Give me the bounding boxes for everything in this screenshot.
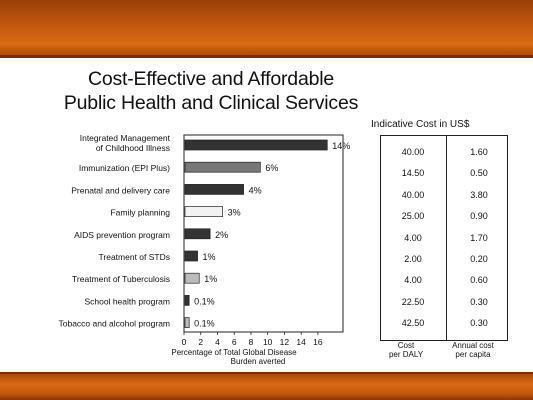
bar-5 [184,228,211,240]
data-label-9: 0.1% [194,319,215,329]
annual-cost-cell-3: 3.80 [470,189,488,200]
plot-frame [183,134,344,333]
title-line-1: Cost-Effective and Affordable [87,68,335,90]
category-label-9: Tobacco and alcohol program [58,319,170,329]
cost-per-daly-cell-7: 4.00 [404,275,422,286]
data-label-3: 4% [249,185,262,195]
cost-table-divider [446,135,447,341]
cost-per-daly-label: Cost per DALY [376,341,436,359]
bottom-banner [0,374,533,400]
data-label-7: 1% [204,274,217,284]
cost-per-daly-cell-1: 40.00 [401,147,425,157]
bottom-banner-stripe [0,372,533,374]
x-tick-label-9: 16 [313,337,323,347]
x-tick-label-5: 8 [249,337,254,347]
annual-cost-cell-7: 0.60 [470,275,488,286]
category-label-1-line-1: Integrated Management [80,133,171,143]
bar-2 [184,161,261,173]
annual-cost-label-line-2: per capita [455,350,491,359]
bar-3 [184,184,244,195]
annual-cost-cell-9: 0.30 [470,318,488,329]
top-banner [0,0,533,55]
category-label-1-line-2: of Childhood Illness [96,143,170,153]
data-label-1: 14% [332,141,350,151]
category-label-7: Treatment of Tuberculosis [72,274,170,284]
annual-cost-cell-2: 0.50 [470,168,488,179]
cost-per-daly-cell-6: 2.00 [404,254,422,264]
cost-per-daly-cell-5: 4.00 [404,232,422,243]
annual-cost-cell-8: 0.30 [470,296,488,307]
data-label-4: 3% [228,208,241,218]
x-tick-label-4: 6 [232,337,237,347]
category-label-6: Treatment of STDs [99,252,170,262]
data-label-2: 6% [265,163,278,173]
data-label-5: 2% [215,230,228,240]
category-label-5: AIDS prevention program [74,230,170,240]
cost-table-header: Indicative Cost in US$ [371,119,470,130]
bar-8 [184,295,190,306]
annual-cost-label-line-1: Annual cost [452,341,494,350]
x-tick-label-6: 10 [263,337,273,347]
annual-cost-cell-6: 0.20 [470,254,488,264]
annual-cost-cell-4: 0.90 [470,211,488,222]
bar-4 [184,206,224,217]
category-label-8: School health program [84,296,170,306]
bar-1 [184,139,328,151]
cost-per-daly-label-line-1: Cost [397,341,415,350]
title-line-2: Public Health and Clinical Services [63,92,359,114]
top-banner-stripe [0,55,533,58]
data-label-6: 1% [203,252,216,262]
cost-per-daly-label-line-2: per DALY [388,350,424,359]
cost-per-daly-cell-9: 42.50 [401,318,425,329]
bar-6 [184,250,198,262]
x-tick-label-2: 2 [198,337,203,347]
x-axis-label-line-1: Percentage of Total Global Disease [171,348,297,357]
cost-table-frame [380,135,508,341]
cost-per-daly-cell-2: 14.50 [401,168,425,179]
annual-cost-cell-1: 1.60 [470,147,488,157]
annual-cost-label: Annual cost per capita [443,341,503,359]
x-tick-label-1: 0 [182,337,187,347]
category-label-4: Family planning [110,208,170,218]
annual-cost-cell-5: 1.70 [470,232,488,243]
category-label-2: Immunization (EPI Plus) [79,163,170,173]
bar-9 [184,317,190,328]
x-tick-label-8: 14 [296,337,306,347]
slide-title: Cost-Effective and Affordable Public Hea… [46,67,376,115]
x-axis-label-line-2: Burden averted [231,357,286,366]
x-tick-label-7: 12 [280,337,290,347]
data-label-8: 0.1% [194,296,215,306]
cost-per-daly-cell-4: 25.00 [401,211,425,222]
category-label-3: Prenatal and delivery care [71,185,170,195]
bar-7 [184,272,200,284]
x-tick-label-3: 4 [215,337,220,347]
cost-per-daly-cell-3: 40.00 [401,189,425,200]
cost-per-daly-cell-8: 22.50 [401,296,425,307]
